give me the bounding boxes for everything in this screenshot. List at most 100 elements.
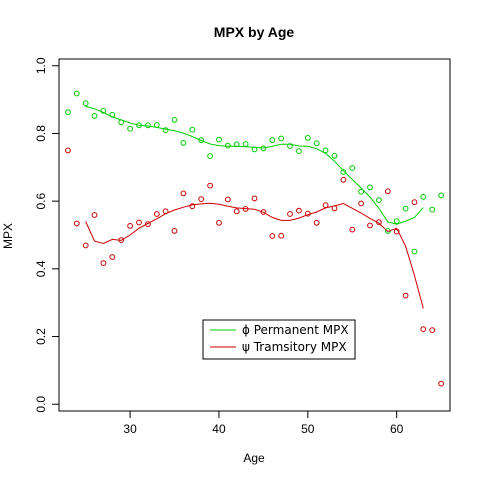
data-point-transitory — [340, 176, 347, 183]
series-line-transitory — [85, 202, 424, 309]
y-tick-label: 0.0 — [34, 396, 48, 413]
data-point-permanent — [216, 136, 222, 143]
data-point-transitory — [384, 188, 391, 195]
data-point-permanent — [420, 193, 427, 200]
data-point-permanent — [402, 205, 409, 212]
data-point-transitory — [73, 220, 80, 227]
data-point-transitory — [65, 147, 71, 154]
data-point-transitory — [331, 205, 338, 212]
data-point-permanent — [207, 153, 214, 160]
data-point-permanent — [322, 147, 329, 154]
data-point-permanent — [349, 165, 356, 171]
data-point-transitory — [278, 232, 285, 239]
y-tick-label: 1.0 — [34, 57, 48, 74]
data-point-permanent — [198, 137, 205, 144]
data-point-transitory — [296, 207, 302, 214]
data-point-permanent — [127, 125, 134, 132]
y-axis-label: MPX — [1, 223, 15, 249]
x-axis-label: Age — [243, 451, 265, 465]
data-point-permanent — [118, 119, 125, 126]
data-point-permanent — [367, 184, 373, 191]
series-line-permanent — [85, 105, 424, 225]
data-point-transitory — [420, 326, 427, 333]
data-point-transitory — [82, 242, 89, 249]
data-point-permanent — [91, 113, 98, 119]
data-point-permanent — [242, 141, 249, 147]
y-tick-label: 0.8 — [34, 125, 48, 142]
series-layer — [65, 90, 445, 387]
data-point-permanent — [376, 197, 382, 204]
data-point-transitory — [118, 237, 125, 244]
x-tick-label: 40 — [212, 422, 226, 436]
data-point-transitory — [109, 254, 116, 260]
data-point-transitory — [313, 219, 320, 226]
data-point-permanent — [438, 192, 445, 199]
data-point-transitory — [224, 196, 231, 203]
data-point-permanent — [251, 146, 258, 153]
data-point-transitory — [233, 208, 240, 215]
data-point-transitory — [198, 196, 205, 203]
y-tick-label: 0.4 — [34, 260, 48, 277]
y-tick-label: 0.2 — [34, 328, 48, 345]
data-point-transitory — [260, 209, 267, 215]
data-point-permanent — [411, 248, 418, 255]
data-point-transitory — [393, 228, 400, 235]
data-point-transitory — [189, 203, 196, 210]
data-point-transitory — [171, 228, 178, 234]
data-point-transitory — [287, 211, 293, 217]
x-tick-label: 30 — [123, 422, 137, 436]
data-point-transitory — [91, 212, 98, 218]
data-point-transitory — [145, 221, 151, 228]
data-point-transitory — [127, 223, 134, 229]
series-transitory — [65, 147, 445, 387]
legend-permanent-label: ϕ Permanent MPX — [242, 323, 349, 337]
legend-box — [202, 319, 356, 360]
data-point-transitory — [251, 195, 258, 202]
data-point-permanent — [358, 188, 365, 195]
chart-title: MPX by Age — [214, 24, 295, 40]
data-point-permanent — [145, 122, 151, 129]
data-point-permanent — [65, 109, 71, 115]
data-point-permanent — [331, 152, 338, 159]
data-point-permanent — [340, 169, 347, 175]
data-point-transitory — [322, 202, 329, 209]
data-point-transitory — [367, 222, 373, 229]
data-point-transitory — [136, 219, 142, 226]
data-point-permanent — [82, 100, 89, 107]
data-point-transitory — [438, 380, 445, 387]
data-point-transitory — [358, 200, 365, 207]
data-point-permanent — [233, 141, 240, 148]
data-point-permanent — [287, 143, 293, 149]
data-point-transitory — [180, 190, 187, 197]
data-point-transitory — [162, 208, 169, 215]
data-point-transitory — [100, 260, 107, 267]
data-point-permanent — [153, 122, 160, 128]
data-point-permanent — [278, 135, 285, 142]
data-point-transitory — [402, 292, 409, 299]
data-point-permanent — [162, 127, 169, 134]
data-point-transitory — [216, 219, 222, 226]
data-point-permanent — [269, 137, 276, 144]
data-point-permanent — [313, 140, 320, 147]
x-axis: 30 40 50 60 — [123, 410, 404, 436]
y-tick-label: 0.6 — [34, 192, 48, 209]
series-permanent — [65, 90, 445, 255]
legend: ϕ Permanent MPX ψ Tramsitory MPX — [202, 319, 356, 360]
data-point-permanent — [100, 107, 107, 114]
data-point-transitory — [429, 327, 436, 334]
data-point-permanent — [260, 145, 267, 152]
data-point-permanent — [393, 218, 400, 225]
data-point-transitory — [304, 210, 311, 217]
data-point-permanent — [304, 135, 311, 141]
data-point-permanent — [224, 142, 231, 149]
data-point-transitory — [153, 211, 160, 217]
data-point-permanent — [171, 117, 178, 123]
data-point-transitory — [242, 206, 249, 212]
data-point-permanent — [189, 126, 196, 133]
data-point-transitory — [411, 199, 418, 206]
x-tick-label: 60 — [390, 422, 404, 436]
data-point-permanent — [180, 140, 187, 146]
data-point-transitory — [207, 182, 214, 189]
data-point-permanent — [296, 148, 302, 155]
